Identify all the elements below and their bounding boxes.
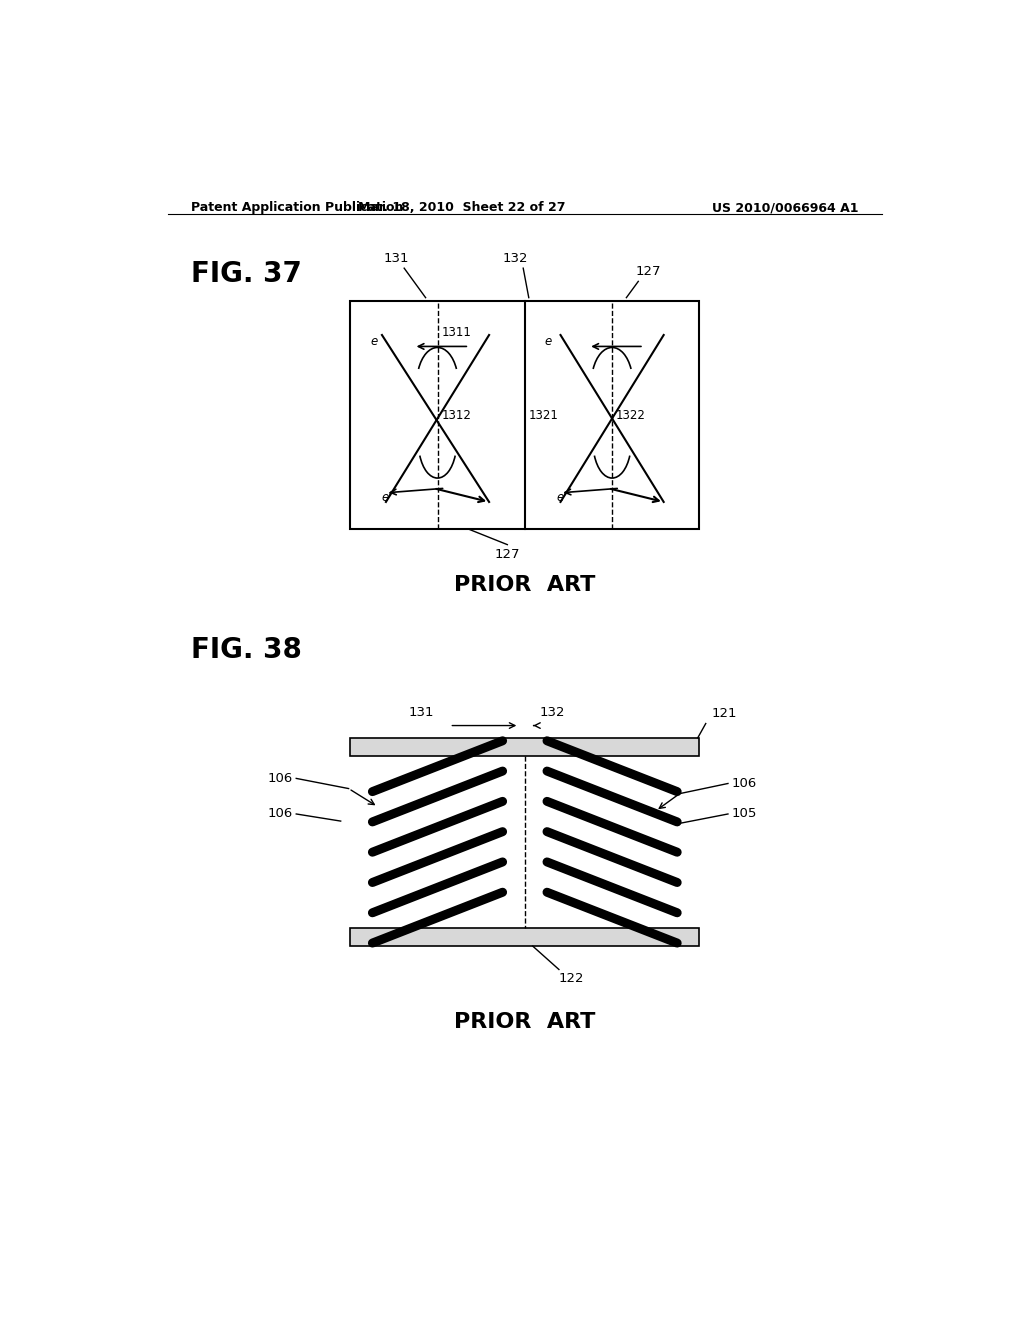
Bar	[350, 738, 699, 756]
Text: e: e	[545, 335, 552, 348]
Text: US 2010/0066964 A1: US 2010/0066964 A1	[712, 201, 858, 214]
Text: 127: 127	[636, 265, 662, 279]
Text: e': e'	[382, 491, 392, 504]
Text: 105: 105	[731, 808, 757, 821]
Text: FIG. 37: FIG. 37	[191, 260, 302, 288]
Text: 132: 132	[503, 252, 528, 265]
Text: e: e	[370, 335, 377, 348]
Text: 131: 131	[383, 252, 409, 265]
Text: 1321: 1321	[528, 409, 559, 421]
Text: PRIOR  ART: PRIOR ART	[454, 576, 596, 595]
Text: Mar. 18, 2010  Sheet 22 of 27: Mar. 18, 2010 Sheet 22 of 27	[357, 201, 565, 214]
Text: PRIOR  ART: PRIOR ART	[454, 1012, 596, 1032]
Text: 106: 106	[731, 777, 757, 789]
Text: 1312: 1312	[441, 409, 471, 421]
Text: 132: 132	[540, 706, 565, 719]
Text: 1311: 1311	[441, 326, 471, 339]
Text: 122: 122	[558, 972, 584, 985]
Text: FIG. 38: FIG. 38	[191, 636, 302, 664]
Bar	[350, 301, 699, 529]
Text: 121: 121	[712, 708, 737, 721]
Text: 131: 131	[409, 706, 434, 719]
Text: 106: 106	[268, 808, 293, 821]
Text: Patent Application Publication: Patent Application Publication	[191, 201, 403, 214]
Text: 106: 106	[268, 772, 293, 785]
Text: e': e'	[557, 491, 567, 504]
Text: 1322: 1322	[616, 409, 646, 421]
Bar	[350, 928, 699, 946]
Text: 127: 127	[495, 548, 520, 561]
